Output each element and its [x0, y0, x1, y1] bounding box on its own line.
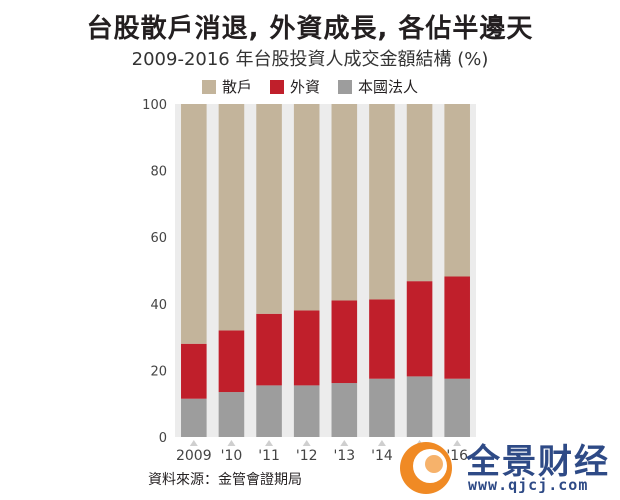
x-tick-marker [189, 440, 198, 446]
legend-item-domestic-institutional: 本國法人 [338, 76, 418, 97]
legend-swatch-domestic-institutional [338, 79, 352, 94]
bar-segment-retail [181, 104, 207, 344]
y-tick-label: 80 [150, 165, 167, 180]
chart-subtitle: 2009-2016 年台股投資人成交金額結構 (%) [131, 49, 489, 70]
x-tick-marker [227, 440, 236, 446]
legend-label-foreign: 外資 [289, 78, 320, 96]
x-tick-label: '10 [221, 448, 243, 464]
legend-swatch-retail [201, 79, 216, 94]
bar-segment-domestic-institutional [444, 378, 470, 437]
watermark-brand: 全景财经 [466, 442, 610, 482]
bar-segment-retail [293, 104, 320, 311]
bar-segment-domestic-institutional [256, 385, 282, 437]
legend-swatch-foreign [269, 79, 284, 94]
chart-legend: 散戶 外資 本國法人 [0, 76, 620, 97]
y-tick-label: 40 [150, 298, 167, 313]
bar-segment-retail [369, 104, 395, 300]
y-tick-label: 0 [159, 431, 167, 446]
x-tick-label: '12 [296, 448, 318, 464]
bar-segment-foreign [293, 310, 320, 386]
y-tick-label: 100 [142, 98, 167, 113]
x-tick-label: 2009 [176, 448, 212, 464]
bar-segment-foreign [218, 330, 245, 393]
bar-segment-domestic-institutional [293, 385, 320, 437]
watermark-logo-icon [400, 442, 452, 494]
bar-segment-retail [444, 104, 470, 277]
source-note: 資料來源：金管會證期局 [148, 472, 302, 488]
x-tick-label: '11 [258, 448, 280, 464]
bar-segment-foreign [406, 281, 433, 377]
bar-segment-domestic-institutional [181, 398, 207, 437]
x-tick-label: '14 [371, 448, 393, 464]
bar-segment-foreign [331, 300, 358, 384]
x-tick-marker [302, 440, 311, 446]
x-tick-label: '13 [333, 448, 355, 464]
bar-segment-domestic-institutional [369, 378, 395, 437]
y-tick-label: 20 [150, 364, 167, 379]
bar-segment-retail [218, 104, 245, 331]
y-tick-label: 60 [150, 231, 167, 246]
x-tick-marker [453, 440, 462, 446]
bar-segment-retail [331, 104, 358, 301]
x-tick-label: '16 [446, 448, 468, 464]
bar-segment-foreign [444, 276, 470, 379]
bar-segment-foreign [369, 299, 395, 379]
bar-segment-retail [256, 104, 282, 314]
bar-segment-domestic-institutional [331, 383, 358, 437]
bar-segment-domestic-institutional [406, 376, 433, 437]
legend-label-retail: 散戶 [221, 78, 252, 96]
legend-label-domestic-institutional: 本國法人 [358, 78, 419, 96]
bar-segment-foreign [256, 313, 282, 386]
bar-segment-retail [406, 104, 433, 282]
legend-item-retail: 散戶 [201, 76, 252, 97]
x-tick-marker [340, 440, 349, 446]
watermark: 全景财经 www.qjcj.com [396, 432, 620, 500]
bar-segment-foreign [181, 343, 207, 399]
x-tick-marker [265, 440, 274, 446]
watermark-url: www.qjcj.com [468, 476, 589, 494]
chart-title: 台股散戶消退, 外資成長, 各佔半邊天 [86, 14, 534, 44]
legend-item-foreign: 外資 [269, 76, 320, 97]
x-tick-marker [377, 440, 386, 446]
bar-segment-domestic-institutional [218, 392, 245, 437]
